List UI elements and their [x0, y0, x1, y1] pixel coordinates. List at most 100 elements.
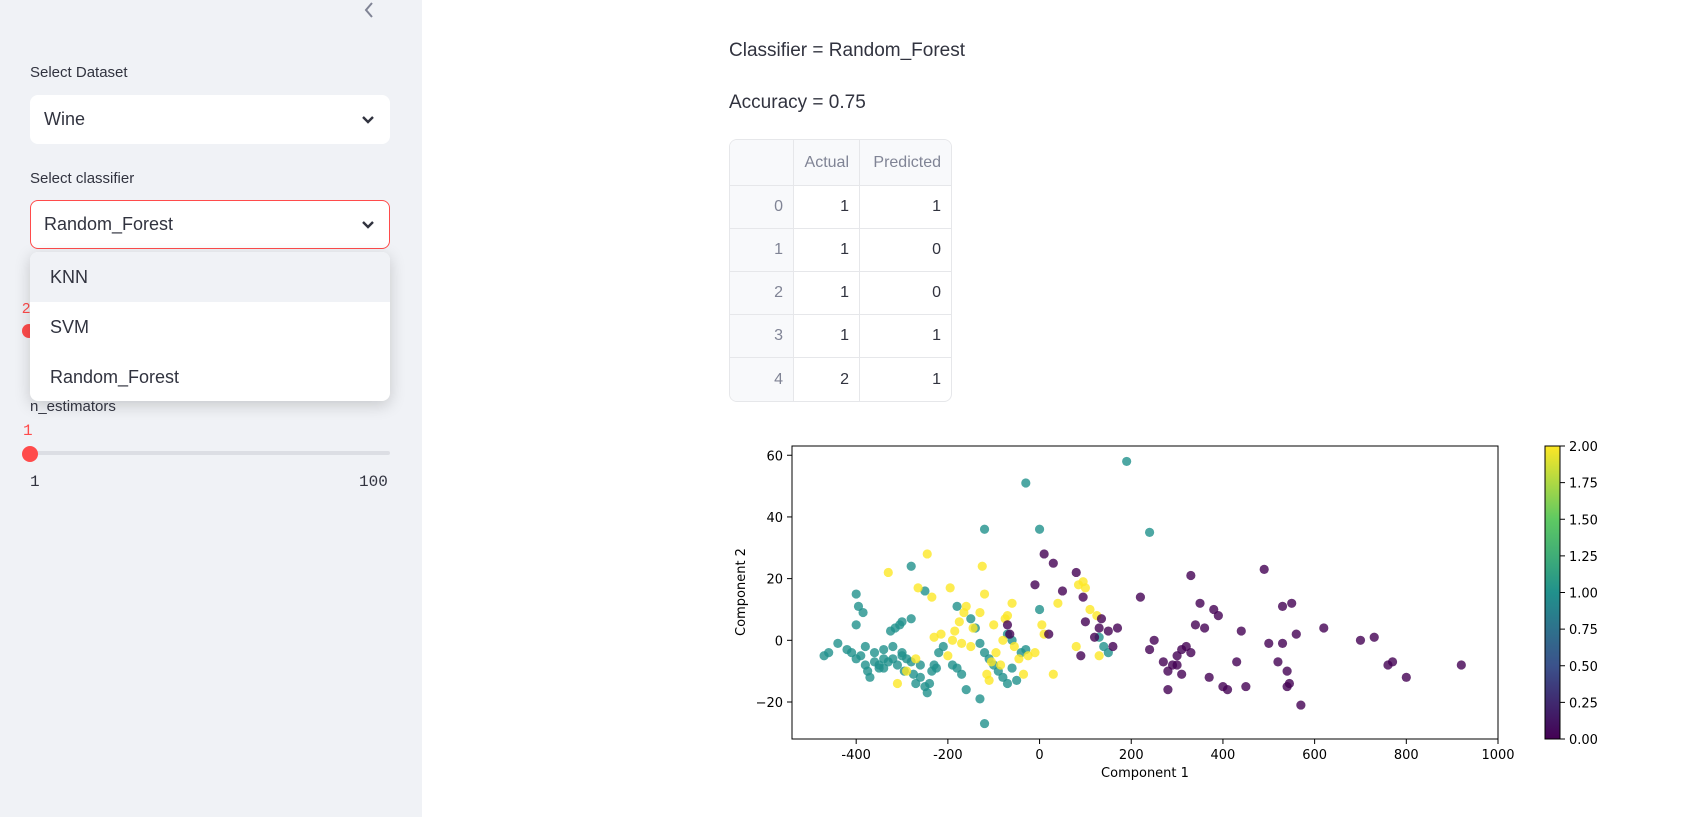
scatter-point	[883, 567, 893, 578]
scatter-point	[1291, 629, 1301, 639]
scatter-point	[1213, 611, 1223, 621]
scatter-point	[1144, 527, 1155, 537]
scatter-point	[1296, 700, 1306, 710]
scatter-point	[920, 586, 930, 596]
hidden-slider-value: 2	[22, 300, 31, 317]
scatter-point	[975, 694, 985, 704]
colorbar-tick-label: 0.75	[1569, 623, 1598, 638]
scatter-point	[869, 648, 880, 658]
scatter-point	[1277, 638, 1288, 648]
table-cell-actual: 1	[794, 229, 860, 272]
scatter-point	[927, 592, 937, 602]
scatter-point	[1282, 666, 1292, 676]
scatter-point	[984, 675, 994, 685]
scatter-point	[1023, 651, 1033, 661]
scatter-point	[924, 678, 935, 689]
table-row: 4 2 1	[730, 358, 951, 401]
scatter-point	[986, 657, 997, 667]
scatter-point	[865, 672, 875, 682]
predictions-table: Actual Predicted 0 1 1 1 1 0 2 1 0 3 1 1…	[729, 139, 952, 402]
scatter-point	[1108, 641, 1118, 652]
y-tick-label: −20	[756, 696, 783, 711]
scatter-point	[922, 688, 932, 698]
x-tick-label: 800	[1394, 748, 1419, 763]
table-cell-index: 2	[730, 272, 794, 315]
scatter-point	[1277, 601, 1288, 611]
scatter-point	[938, 641, 948, 652]
scatter-point	[879, 644, 889, 655]
scatter-point	[929, 632, 939, 642]
scatter-point	[906, 614, 916, 624]
scatter-point	[936, 629, 946, 639]
scatter-point	[1232, 657, 1242, 667]
table-cell-predicted: 0	[860, 272, 951, 315]
table-cell-predicted: 0	[860, 229, 951, 272]
scatter-point	[1282, 681, 1292, 692]
scatter-point	[1037, 620, 1047, 630]
table-cell-actual: 1	[794, 315, 860, 358]
y-axis-label: Component 2	[734, 548, 749, 636]
scatter-points	[819, 456, 1466, 729]
scatter-point	[1103, 626, 1113, 636]
y-axis-ticks: 60 40 20 0 −20	[756, 449, 792, 711]
scatter-point	[913, 583, 923, 593]
dropdown-option-knn[interactable]: KNN	[30, 252, 390, 302]
colorbar-tick-label: 1.50	[1569, 513, 1598, 528]
dataset-select[interactable]: Wine	[30, 95, 390, 144]
classifier-select[interactable]: Random_Forest	[30, 200, 390, 249]
scatter-point	[1039, 549, 1049, 559]
scatter-point	[1172, 660, 1182, 670]
scatter-point	[1076, 651, 1086, 661]
scatter-point	[1259, 564, 1269, 574]
table-cell-predicted: 1	[860, 186, 951, 229]
scatter-point	[1158, 657, 1168, 667]
scatter-point	[1080, 617, 1091, 627]
scatter-point	[833, 638, 843, 648]
scatter-point	[879, 654, 889, 664]
estimators-slider-thumb[interactable]	[22, 446, 38, 462]
scatter-point	[966, 641, 976, 652]
table-cell-actual: 1	[794, 272, 860, 315]
table-row: 3 1 1	[730, 315, 951, 358]
accuracy-text: Accuracy = 0.75	[729, 92, 866, 113]
scatter-point	[995, 660, 1006, 670]
scatter-point	[922, 549, 932, 559]
estimators-slider-track[interactable]	[30, 451, 390, 455]
scatter-point	[1030, 580, 1040, 590]
dropdown-option-svm[interactable]: SVM	[50, 317, 90, 337]
scatter-point	[1177, 669, 1187, 679]
scatter-point	[998, 635, 1008, 645]
colorbar-tick-label: 2.00	[1569, 440, 1598, 455]
scatter-point	[892, 678, 903, 689]
scatter-point	[1369, 632, 1379, 642]
scatter-point	[957, 638, 967, 648]
scatter-point	[1048, 558, 1058, 568]
colorbar-tick-label: 1.75	[1569, 477, 1598, 492]
x-axis-label: Component 1	[1101, 766, 1189, 781]
scatter-point	[1057, 586, 1068, 596]
x-tick-label: 1000	[1481, 748, 1514, 763]
estimators-slider-min: 1	[30, 473, 40, 491]
scatter-point	[1264, 638, 1274, 648]
table-cell-index: 1	[730, 229, 794, 272]
scatter-point	[989, 620, 999, 630]
table-row: 0 1 1	[730, 186, 951, 229]
scatter-point	[961, 685, 971, 695]
scatter-point	[1012, 675, 1022, 685]
scatter-point	[1144, 644, 1155, 655]
table-cell-index: 0	[730, 186, 794, 229]
scatter-point	[860, 641, 870, 652]
chevron-left-icon[interactable]	[360, 0, 380, 20]
scatter-point	[1009, 641, 1019, 652]
scatter-point	[957, 669, 967, 679]
scatter-point	[856, 651, 866, 661]
scatter-point	[979, 718, 990, 729]
dropdown-option-random-forest[interactable]: Random_Forest	[50, 367, 180, 387]
table-cell-predicted: 1	[932, 370, 941, 388]
scatter-point	[1080, 583, 1091, 593]
scatter-point	[1014, 654, 1024, 664]
scatter-point	[1199, 623, 1210, 633]
x-tick-label: -200	[933, 748, 963, 763]
scatter-point	[1094, 623, 1104, 633]
scatter-point	[906, 561, 916, 571]
